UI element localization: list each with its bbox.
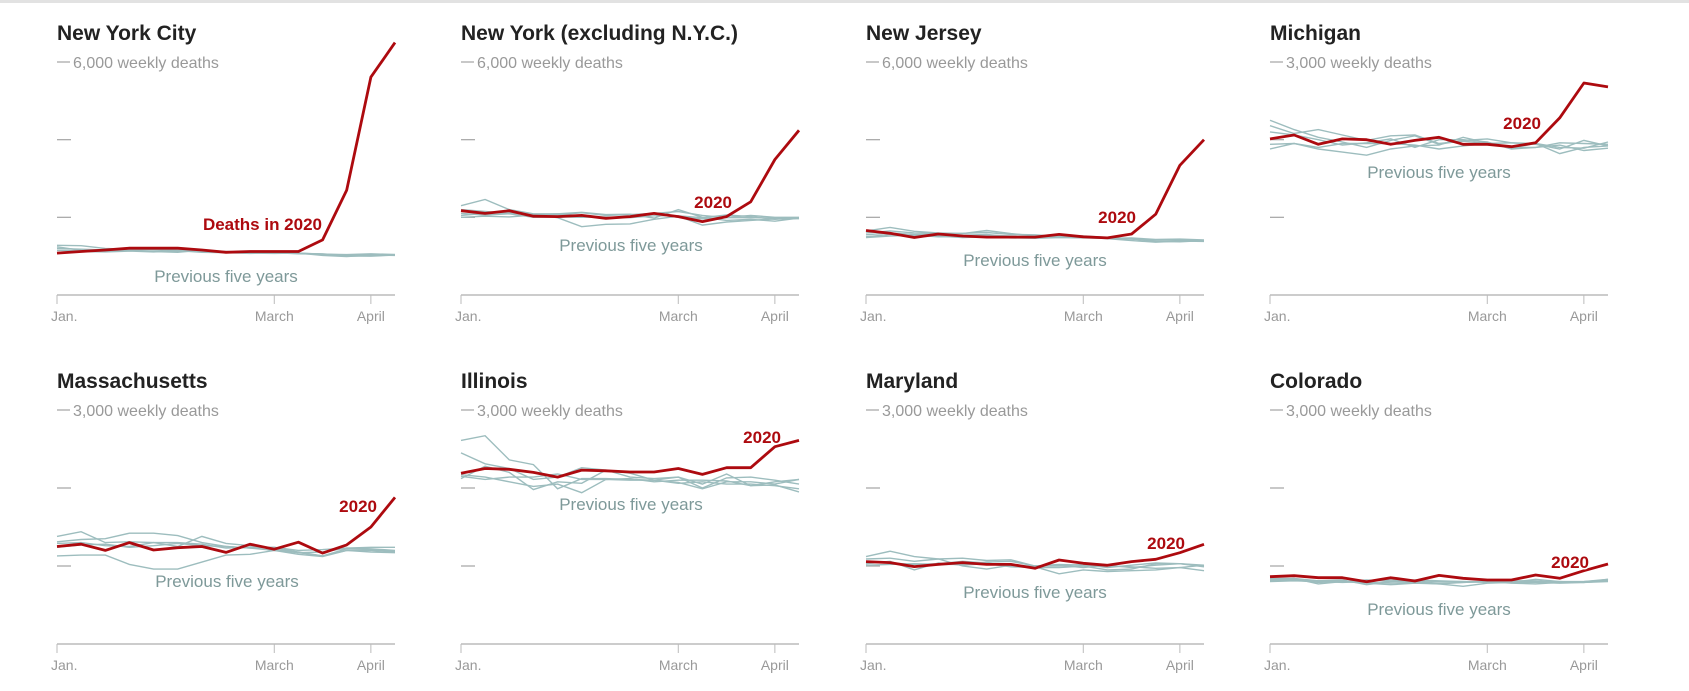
x-tick-label: March	[255, 657, 294, 673]
x-tick-label: April	[761, 657, 789, 673]
current-year-line	[1269, 562, 1609, 584]
current-year-line	[865, 138, 1206, 240]
x-tick-label: Jan.	[51, 657, 77, 673]
previous-year-line	[865, 560, 1205, 569]
current-year-label: 2020	[694, 193, 732, 212]
state-panel: Illinois 3,000 weekly deaths Jan. March Apri…	[455, 370, 800, 673]
previous-years-label: Previous five years	[1367, 600, 1511, 619]
x-tick-label: March	[1468, 657, 1507, 673]
previous-year-line	[460, 465, 800, 491]
previous-years-label: Previous five years	[154, 267, 298, 286]
current-year-line	[460, 129, 801, 224]
state-panel: New York City 6,000 weekly deaths Jan. Marc…	[51, 22, 397, 324]
previous-year-line	[1269, 578, 1609, 584]
previous-year-line	[1269, 119, 1609, 150]
x-tick-label: March	[1468, 308, 1507, 324]
previous-year-line	[460, 208, 800, 222]
y-max-label: 3,000 weekly deaths	[1286, 403, 1432, 420]
previous-years-label: Previous five years	[155, 572, 299, 591]
x-tick-label: Jan.	[860, 308, 886, 324]
x-tick-label: April	[1570, 308, 1598, 324]
x-tick-label: Jan.	[51, 308, 77, 324]
y-max-label: 6,000 weekly deaths	[882, 55, 1028, 72]
previous-year-line	[1269, 577, 1609, 585]
y-max-label: 6,000 weekly deaths	[477, 55, 623, 72]
x-tick-label: March	[1064, 657, 1103, 673]
current-year-label: 2020	[1503, 114, 1541, 133]
x-tick-label: March	[255, 308, 294, 324]
x-tick-label: Jan.	[1264, 308, 1290, 324]
previous-years-label: Previous five years	[559, 495, 703, 514]
previous-years-label: Previous five years	[963, 251, 1107, 270]
x-tick-label: April	[357, 308, 385, 324]
current-year-line	[460, 439, 800, 479]
panel-title: New Jersey	[866, 22, 982, 45]
x-tick-label: March	[659, 308, 698, 324]
current-year-label: Deaths in 2020	[203, 215, 322, 234]
x-tick-label: Jan.	[455, 308, 481, 324]
x-tick-label: April	[1166, 657, 1194, 673]
state-panel: Maryland 3,000 weekly deaths Jan. March Apri…	[860, 370, 1205, 673]
current-year-line	[56, 496, 397, 555]
previous-year-line	[1269, 142, 1609, 152]
previous-year-line	[56, 541, 396, 557]
previous-years-label: Previous five years	[559, 236, 703, 255]
x-tick-label: Jan.	[860, 657, 886, 673]
x-tick-label: Jan.	[455, 657, 481, 673]
panel-title: Colorado	[1270, 370, 1362, 393]
previous-years-label: Previous five years	[1367, 163, 1511, 182]
panel-title: Illinois	[461, 370, 528, 393]
previous-years-label: Previous five years	[963, 583, 1107, 602]
y-max-label: 3,000 weekly deaths	[73, 403, 219, 420]
current-year-label: 2020	[1098, 208, 1136, 227]
current-year-label: 2020	[1147, 534, 1185, 553]
previous-year-line	[460, 473, 800, 487]
previous-year-line	[865, 550, 1205, 575]
x-tick-label: Jan.	[1264, 657, 1290, 673]
x-tick-label: April	[357, 657, 385, 673]
state-panel: Colorado 3,000 weekly deaths Jan. March Apri…	[1264, 370, 1609, 673]
current-year-label: 2020	[339, 497, 377, 516]
panel-title: Massachusetts	[57, 370, 208, 393]
y-max-label: 3,000 weekly deaths	[1286, 55, 1432, 72]
current-year-label: 2020	[1551, 553, 1589, 572]
previous-year-line	[56, 542, 396, 557]
current-year-line	[56, 41, 397, 255]
state-panel: Michigan 3,000 weekly deaths Jan. March Apri…	[1264, 22, 1609, 324]
current-year-label: 2020	[743, 428, 781, 447]
state-panel: New York (excluding N.Y.C.) 6,000 weekly …	[455, 22, 801, 324]
previous-year-line	[1269, 578, 1609, 585]
y-max-label: 3,000 weekly deaths	[477, 403, 623, 420]
previous-year-line	[865, 230, 1205, 243]
x-tick-label: April	[761, 308, 789, 324]
previous-year-line	[56, 530, 396, 554]
y-max-label: 3,000 weekly deaths	[882, 403, 1028, 420]
panel-title: Michigan	[1270, 22, 1361, 45]
previous-year-line	[1269, 136, 1609, 156]
x-tick-label: March	[1064, 308, 1103, 324]
state-panel: Massachusetts 3,000 weekly deaths Jan. Marc…	[51, 370, 397, 673]
x-tick-label: April	[1166, 308, 1194, 324]
current-year-line	[865, 542, 1205, 570]
top-border	[0, 0, 1689, 3]
panel-title: New York (excluding N.Y.C.)	[461, 22, 738, 45]
current-year-line	[1269, 81, 1609, 149]
x-tick-label: March	[659, 657, 698, 673]
state-panel: New Jersey 6,000 weekly deaths Jan. March Ap…	[860, 22, 1206, 324]
previous-year-line	[460, 474, 800, 494]
panel-title: New York City	[57, 22, 197, 45]
panel-title: Maryland	[866, 370, 958, 393]
x-tick-label: April	[1570, 657, 1598, 673]
y-max-label: 6,000 weekly deaths	[73, 55, 219, 72]
